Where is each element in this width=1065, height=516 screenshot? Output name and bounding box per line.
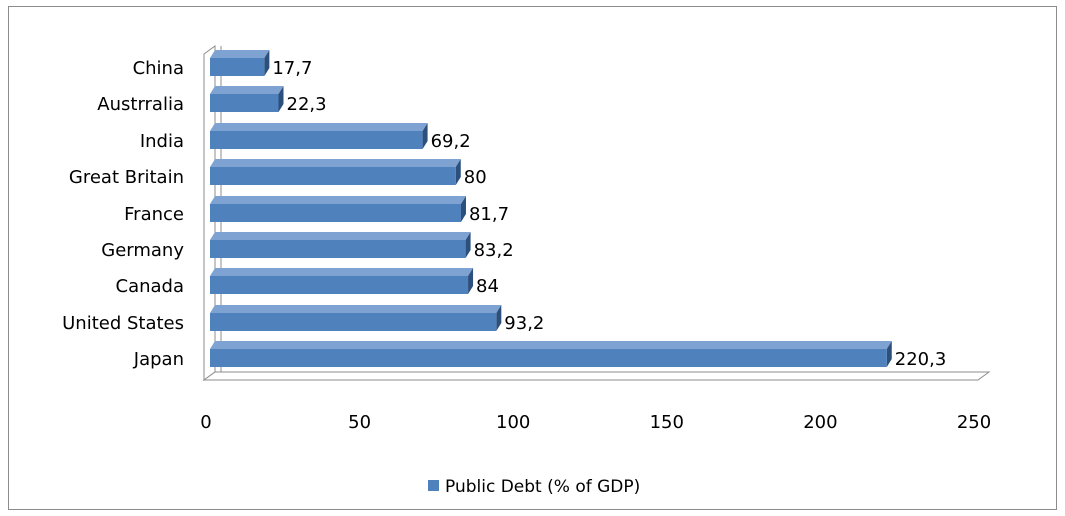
category-label: France [124,204,184,225]
x-axis-floor [202,371,991,381]
bar-side-face [264,50,270,76]
bar-front-face [210,313,497,331]
category-label: Japan [133,349,184,370]
bar-austrralia [210,86,284,112]
bar-side-face [886,341,892,367]
chart-frame [8,6,1057,510]
bar-side-face [422,123,428,149]
value-label: 69,2 [431,131,471,152]
bar-front-face [210,58,265,76]
value-label: 84 [476,276,499,297]
bar-germany [210,232,471,258]
bar-side-face [460,196,466,222]
bar-top-face [210,268,474,276]
category-label: Great Britain [69,167,184,188]
bar-front-face [210,204,461,222]
bar-side-face [468,268,474,294]
legend-swatch [428,480,439,491]
category-label: United States [62,313,184,334]
bar-top-face [210,123,428,131]
bar-canada [210,268,474,294]
value-label: 80 [464,167,487,188]
bar-great-britain [210,159,461,185]
bar-side-face [465,232,471,258]
bar-china [210,50,270,76]
bar-japan [210,341,892,367]
value-label: 81,7 [469,204,509,225]
value-label: 83,2 [474,240,514,261]
x-tick-label: 200 [803,412,837,433]
bar-front-face [210,94,279,112]
category-label: India [140,131,184,152]
bar-front-face [210,131,423,149]
bar-top-face [210,50,270,58]
category-label: China [133,58,184,79]
bar-top-face [210,341,892,349]
bars-group [210,50,892,367]
value-label: 17,7 [272,58,312,79]
bar-side-face [496,305,502,331]
legend: Public Debt (% of GDP) [428,477,640,497]
bar-france [210,196,466,222]
bar-india [210,123,428,149]
bar-top-face [210,159,461,167]
value-label: 22,3 [287,94,327,115]
bar-top-face [210,196,466,204]
bar-united-states [210,305,502,331]
bar-top-face [210,86,284,94]
x-tick-label: 150 [650,412,684,433]
bar-front-face [210,240,466,258]
bar-top-face [210,232,471,240]
x-tick-labels: 0 50 100 150 200 250 [200,412,991,433]
category-label: Canada [116,276,185,297]
x-tick-label: 50 [348,412,371,433]
category-label: Germany [101,240,184,261]
value-labels: 220,3 93,284 83,2 81,7 80 69,2 22,3 17,7 [272,58,946,370]
x-tick-label: 0 [200,412,211,433]
bar-side-face [278,86,284,112]
category-labels: Japan United States Canada Germany France Gre… [62,58,184,370]
bar-front-face [210,167,456,185]
bar-front-face [210,276,469,294]
value-label: 93,2 [504,313,544,334]
bar-side-face [455,159,461,185]
x-tick-label: 100 [496,412,530,433]
value-label: 220,3 [895,349,947,370]
bar-front-face [210,349,887,367]
bar-top-face [210,305,502,313]
x-tick-label: 250 [957,412,991,433]
legend-label: Public Debt (% of GDP) [445,477,640,497]
category-label: Austrralia [97,94,184,115]
